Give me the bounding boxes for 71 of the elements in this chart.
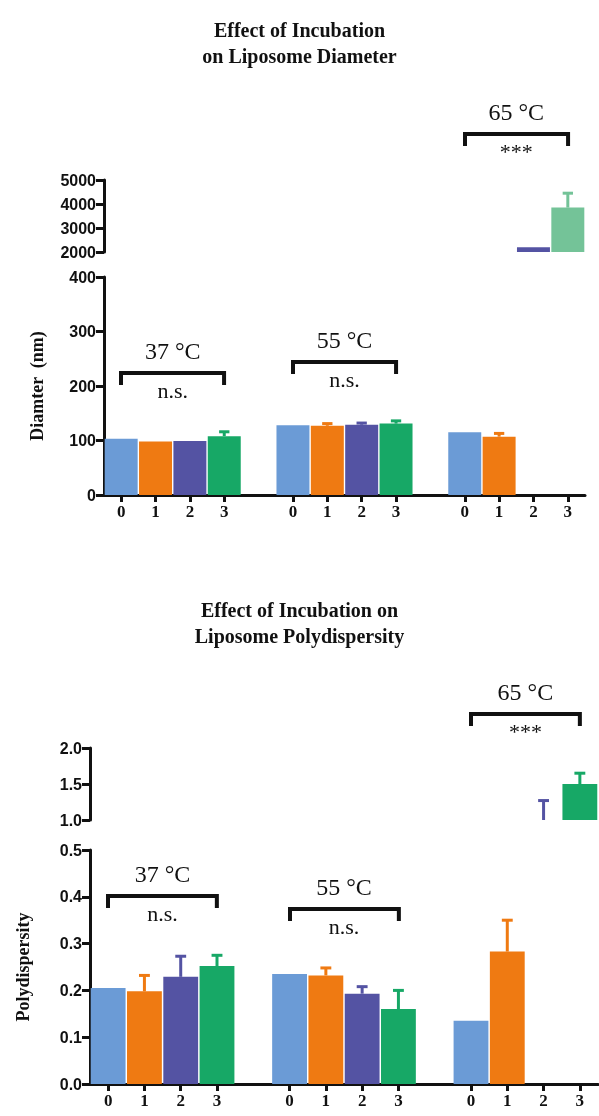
x-tick-label: 1 — [140, 1091, 149, 1110]
annotation: 37 °C — [144, 337, 201, 365]
y-tick-label: 2.0 — [59, 739, 83, 757]
bar — [272, 974, 307, 1084]
y-tick-label: 3000 — [60, 219, 97, 237]
y-tick-label: 1.0 — [59, 811, 83, 829]
y-tick-label: 100 — [69, 432, 97, 449]
chart-title: Effect of Incubation on Liposome Polydispersity — [194, 599, 405, 648]
annotation: n.s. — [157, 377, 188, 404]
y-tick-label: 2000 — [60, 243, 97, 261]
bar — [104, 438, 138, 495]
x-tick-label: 3 — [212, 1091, 222, 1110]
annotation: 55 °C — [316, 326, 373, 354]
y-tick-label: 0.0 — [59, 1075, 83, 1093]
bar — [345, 424, 379, 495]
y-tick-label: 200 — [69, 377, 97, 395]
annotation: n.s. — [147, 901, 178, 928]
text: *** — [508, 719, 542, 746]
bar — [207, 436, 241, 495]
bar — [90, 988, 126, 1084]
text: 65 °C — [497, 679, 554, 707]
bar — [453, 1020, 489, 1084]
bar — [482, 436, 516, 495]
y-tick-label: 0.3 — [59, 935, 83, 953]
y-tick-label: 400 — [69, 268, 97, 286]
x-tick-label: 2 — [357, 1091, 367, 1110]
y-tick-label: 0.1 — [59, 1028, 83, 1046]
x-tick-label: 1 — [151, 502, 160, 521]
annotation: n.s. — [328, 913, 360, 940]
bar — [310, 425, 344, 495]
x-tick-label: 3 — [391, 502, 401, 521]
bar — [448, 432, 482, 495]
x-tick-label: 2 — [185, 502, 195, 521]
x-tick-label: 0 — [460, 502, 469, 521]
y-tick-label: 1.5 — [59, 775, 83, 793]
x-tick-label: 0 — [285, 1091, 294, 1110]
x-tick-label: 0 — [288, 502, 298, 521]
y-tick-label: 0.5 — [59, 841, 83, 859]
text: *** — [499, 139, 533, 166]
x-tick-label: 3 — [563, 502, 573, 521]
text: 65 °C — [488, 99, 545, 127]
x-tick-label: 1 — [503, 1091, 512, 1110]
y-tick-label: 0.4 — [59, 888, 83, 906]
annotation: 55 °C — [316, 873, 372, 901]
bar — [276, 425, 310, 495]
y-tick-label: 300 — [69, 323, 97, 340]
x-tick-label: 0 — [466, 1091, 476, 1110]
annotation: 37 °C — [134, 861, 191, 889]
x-tick-label: 0 — [103, 1091, 113, 1110]
y-tick-label: 0.2 — [59, 981, 83, 999]
x-tick-label: 3 — [220, 502, 229, 521]
x-tick-label: 1 — [494, 502, 504, 521]
x-tick-label: 2 — [529, 502, 538, 521]
x-tick-label: 2 — [176, 1091, 185, 1110]
x-tick-label: 0 — [116, 502, 126, 521]
y-tick-label: 4000 — [60, 195, 97, 213]
annotation: n.s. — [329, 366, 360, 393]
x-tick-label: 2 — [357, 502, 366, 521]
y-tick-label: 5000 — [60, 171, 97, 189]
bar — [139, 441, 173, 495]
bar — [173, 441, 207, 495]
y-tick-label: 0 — [87, 486, 97, 504]
x-tick-label: 1 — [323, 502, 332, 521]
x-tick-label: 2 — [539, 1091, 548, 1110]
chart-title: Effect of Incubation on Liposome Diameter — [202, 19, 397, 68]
bar — [379, 423, 413, 495]
x-tick-label: 3 — [394, 1091, 403, 1110]
y-axis-title: Polydispersity — [13, 912, 33, 1022]
y-axis-title: Diamter (nm) — [27, 331, 48, 441]
x-tick-label: 1 — [321, 1091, 331, 1110]
x-tick-label: 3 — [575, 1091, 585, 1110]
